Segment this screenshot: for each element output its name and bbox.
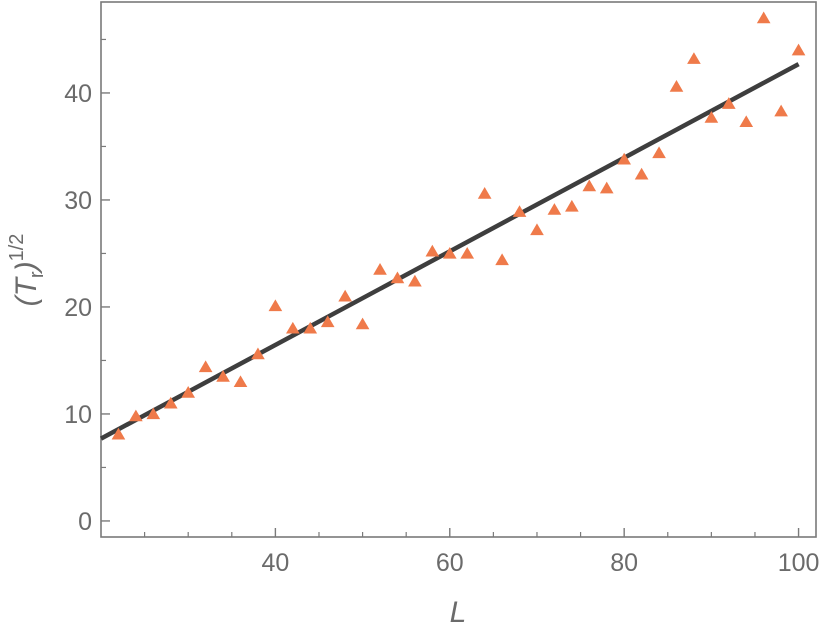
data-point [687,52,701,64]
data-point [565,199,579,212]
plot-frame [100,1,817,538]
data-point [617,152,631,165]
data-point [582,179,597,192]
y-tick-label: 40 [64,80,92,108]
x-tick-label: 80 [610,549,638,577]
data-point [355,317,370,330]
data-points [111,11,806,440]
data-point [408,274,422,287]
data-point [198,360,213,373]
data-point [704,111,719,123]
x-tick-label: 100 [778,549,820,577]
data-point [721,97,736,109]
data-point [460,246,475,259]
data-point [599,181,614,194]
data-point [338,289,352,302]
data-point [652,146,666,159]
data-point [373,263,387,275]
x-axis-label: L [450,596,467,629]
data-point [268,299,283,312]
data-point [111,427,126,440]
y-tick-label: 20 [64,294,92,322]
data-point [495,253,509,266]
y-axis-ticks: 0 10 20 30 40 [64,38,110,536]
data-point [233,375,248,388]
data-point [129,409,143,422]
data-point [320,315,335,328]
data-point [547,203,562,215]
data-point [216,370,230,382]
y-tick-label: 10 [64,401,92,429]
data-point [425,244,440,257]
data-point [774,104,788,117]
x-axis-ticks: 40 60 80 100 [143,528,820,577]
data-point [477,187,492,199]
data-point [181,386,196,398]
data-point [390,271,405,284]
y-tick-label: 0 [78,508,92,536]
data-point [530,223,544,236]
data-point [634,167,649,180]
x-tick-label: 40 [261,549,289,577]
data-point [303,321,318,334]
data-point [286,321,300,334]
x-tick-label: 60 [436,549,464,577]
data-point [163,396,178,409]
data-point [251,347,265,360]
data-point [442,246,457,259]
data-point [512,205,527,217]
data-point [146,407,161,420]
data-point [739,115,754,128]
data-point [756,11,771,24]
y-tick-label: 30 [64,187,92,215]
data-point [669,80,684,92]
data-point [791,43,806,56]
y-axis-label: (Tr)1/2 [6,234,48,307]
